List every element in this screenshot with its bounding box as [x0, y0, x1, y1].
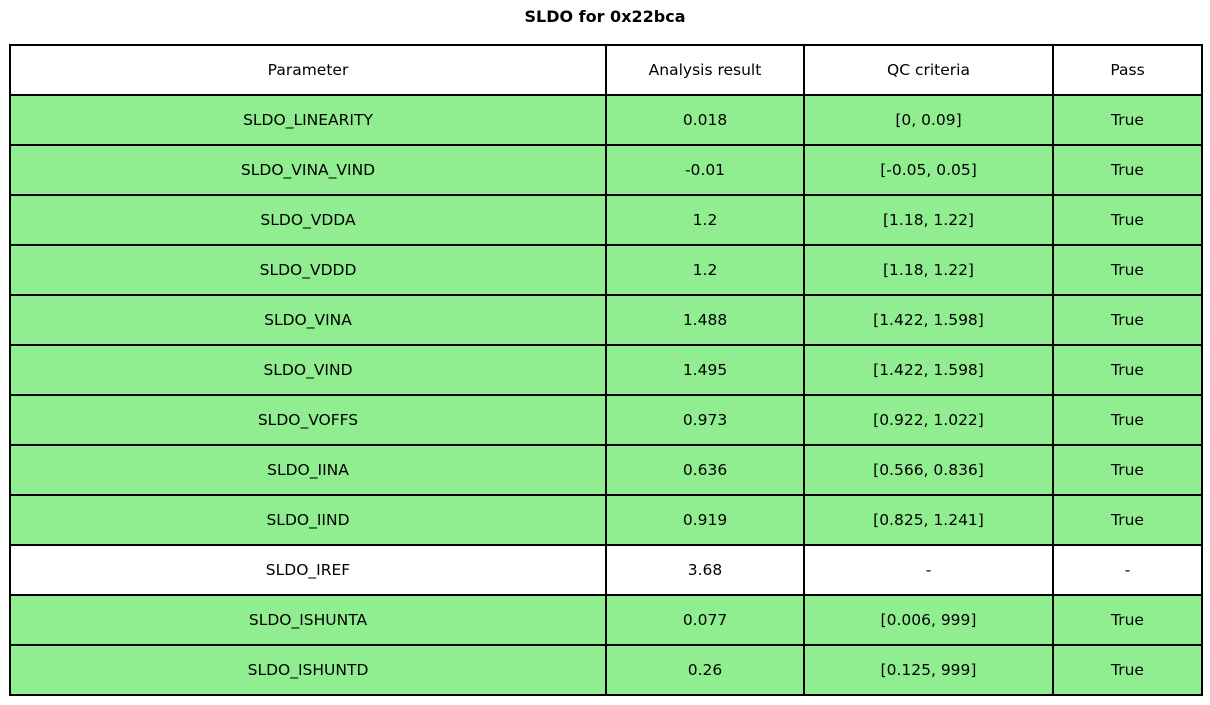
pass-cell: - — [1052, 544, 1203, 596]
analysis-result-cell: 0.919 — [605, 494, 805, 546]
analysis-result-cell: 1.488 — [605, 294, 805, 346]
parameter-cell: SLDO_VDDD — [9, 244, 607, 296]
pass-cell: True — [1052, 444, 1203, 496]
analysis-result-cell: 3.68 — [605, 544, 805, 596]
parameter-cell: SLDO_VIND — [9, 344, 607, 396]
table-row: SLDO_IIND 0.919 [0.825, 1.241] True — [9, 494, 1203, 546]
table-row: SLDO_VIND 1.495 [1.422, 1.598] True — [9, 344, 1203, 396]
table-row: SLDO_VDDA 1.2 [1.18, 1.22] True — [9, 194, 1203, 246]
qc-criteria-cell: [0.006, 999] — [803, 594, 1054, 646]
table-row: SLDO_VOFFS 0.973 [0.922, 1.022] True — [9, 394, 1203, 446]
qc-criteria-cell: [0.125, 999] — [803, 644, 1054, 696]
header-row: Parameter Analysis result QC criteria Pa… — [9, 44, 1203, 96]
col-header-pass: Pass — [1052, 44, 1203, 96]
qc-criteria-cell: [0, 0.09] — [803, 94, 1054, 146]
qc-criteria-cell: [-0.05, 0.05] — [803, 144, 1054, 196]
qc-criteria-cell: [1.18, 1.22] — [803, 244, 1054, 296]
pass-cell: True — [1052, 144, 1203, 196]
table-row: SLDO_IINA 0.636 [0.566, 0.836] True — [9, 444, 1203, 496]
table-row: SLDO_ISHUNTA 0.077 [0.006, 999] True — [9, 594, 1203, 646]
table-row: SLDO_LINEARITY 0.018 [0, 0.09] True — [9, 94, 1203, 146]
col-header-qc-criteria: QC criteria — [803, 44, 1054, 96]
analysis-result-cell: 1.495 — [605, 344, 805, 396]
pass-cell: True — [1052, 94, 1203, 146]
qc-criteria-cell: [1.18, 1.22] — [803, 194, 1054, 246]
analysis-result-cell: 0.636 — [605, 444, 805, 496]
qc-criteria-cell: [1.422, 1.598] — [803, 294, 1054, 346]
analysis-result-cell: 0.26 — [605, 644, 805, 696]
parameter-cell: SLDO_ISHUNTA — [9, 594, 607, 646]
table-row: SLDO_IREF 3.68 - - — [9, 544, 1203, 596]
table-body: SLDO_LINEARITY 0.018 [0, 0.09] True SLDO… — [9, 94, 1203, 696]
analysis-result-cell: 0.077 — [605, 594, 805, 646]
analysis-result-cell: -0.01 — [605, 144, 805, 196]
pass-cell: True — [1052, 494, 1203, 546]
parameter-cell: SLDO_IREF — [9, 544, 607, 596]
analysis-result-cell: 1.2 — [605, 194, 805, 246]
parameter-cell: SLDO_ISHUNTD — [9, 644, 607, 696]
qc-criteria-cell: - — [803, 544, 1054, 596]
parameter-cell: SLDO_VDDA — [9, 194, 607, 246]
table-row: SLDO_VINA_VIND -0.01 [-0.05, 0.05] True — [9, 144, 1203, 196]
qc-criteria-cell: [0.922, 1.022] — [803, 394, 1054, 446]
pass-cell: True — [1052, 194, 1203, 246]
parameter-cell: SLDO_VINA — [9, 294, 607, 346]
col-header-analysis-result: Analysis result — [605, 44, 805, 96]
qc-results-table: Parameter Analysis result QC criteria Pa… — [9, 44, 1203, 696]
pass-cell: True — [1052, 344, 1203, 396]
parameter-cell: SLDO_LINEARITY — [9, 94, 607, 146]
qc-criteria-cell: [0.566, 0.836] — [803, 444, 1054, 496]
col-header-parameter: Parameter — [9, 44, 607, 96]
qc-criteria-cell: [0.825, 1.241] — [803, 494, 1054, 546]
parameter-cell: SLDO_VINA_VIND — [9, 144, 607, 196]
analysis-result-cell: 1.2 — [605, 244, 805, 296]
pass-cell: True — [1052, 594, 1203, 646]
parameter-cell: SLDO_VOFFS — [9, 394, 607, 446]
analysis-result-cell: 0.973 — [605, 394, 805, 446]
pass-cell: True — [1052, 294, 1203, 346]
table-row: SLDO_VINA 1.488 [1.422, 1.598] True — [9, 294, 1203, 346]
parameter-cell: SLDO_IINA — [9, 444, 607, 496]
qc-criteria-cell: [1.422, 1.598] — [803, 344, 1054, 396]
table-row: SLDO_VDDD 1.2 [1.18, 1.22] True — [9, 244, 1203, 296]
table-row: SLDO_ISHUNTD 0.26 [0.125, 999] True — [9, 644, 1203, 696]
page-title: SLDO for 0x22bca — [524, 7, 686, 26]
pass-cell: True — [1052, 394, 1203, 446]
pass-cell: True — [1052, 244, 1203, 296]
parameter-cell: SLDO_IIND — [9, 494, 607, 546]
analysis-result-cell: 0.018 — [605, 94, 805, 146]
pass-cell: True — [1052, 644, 1203, 696]
